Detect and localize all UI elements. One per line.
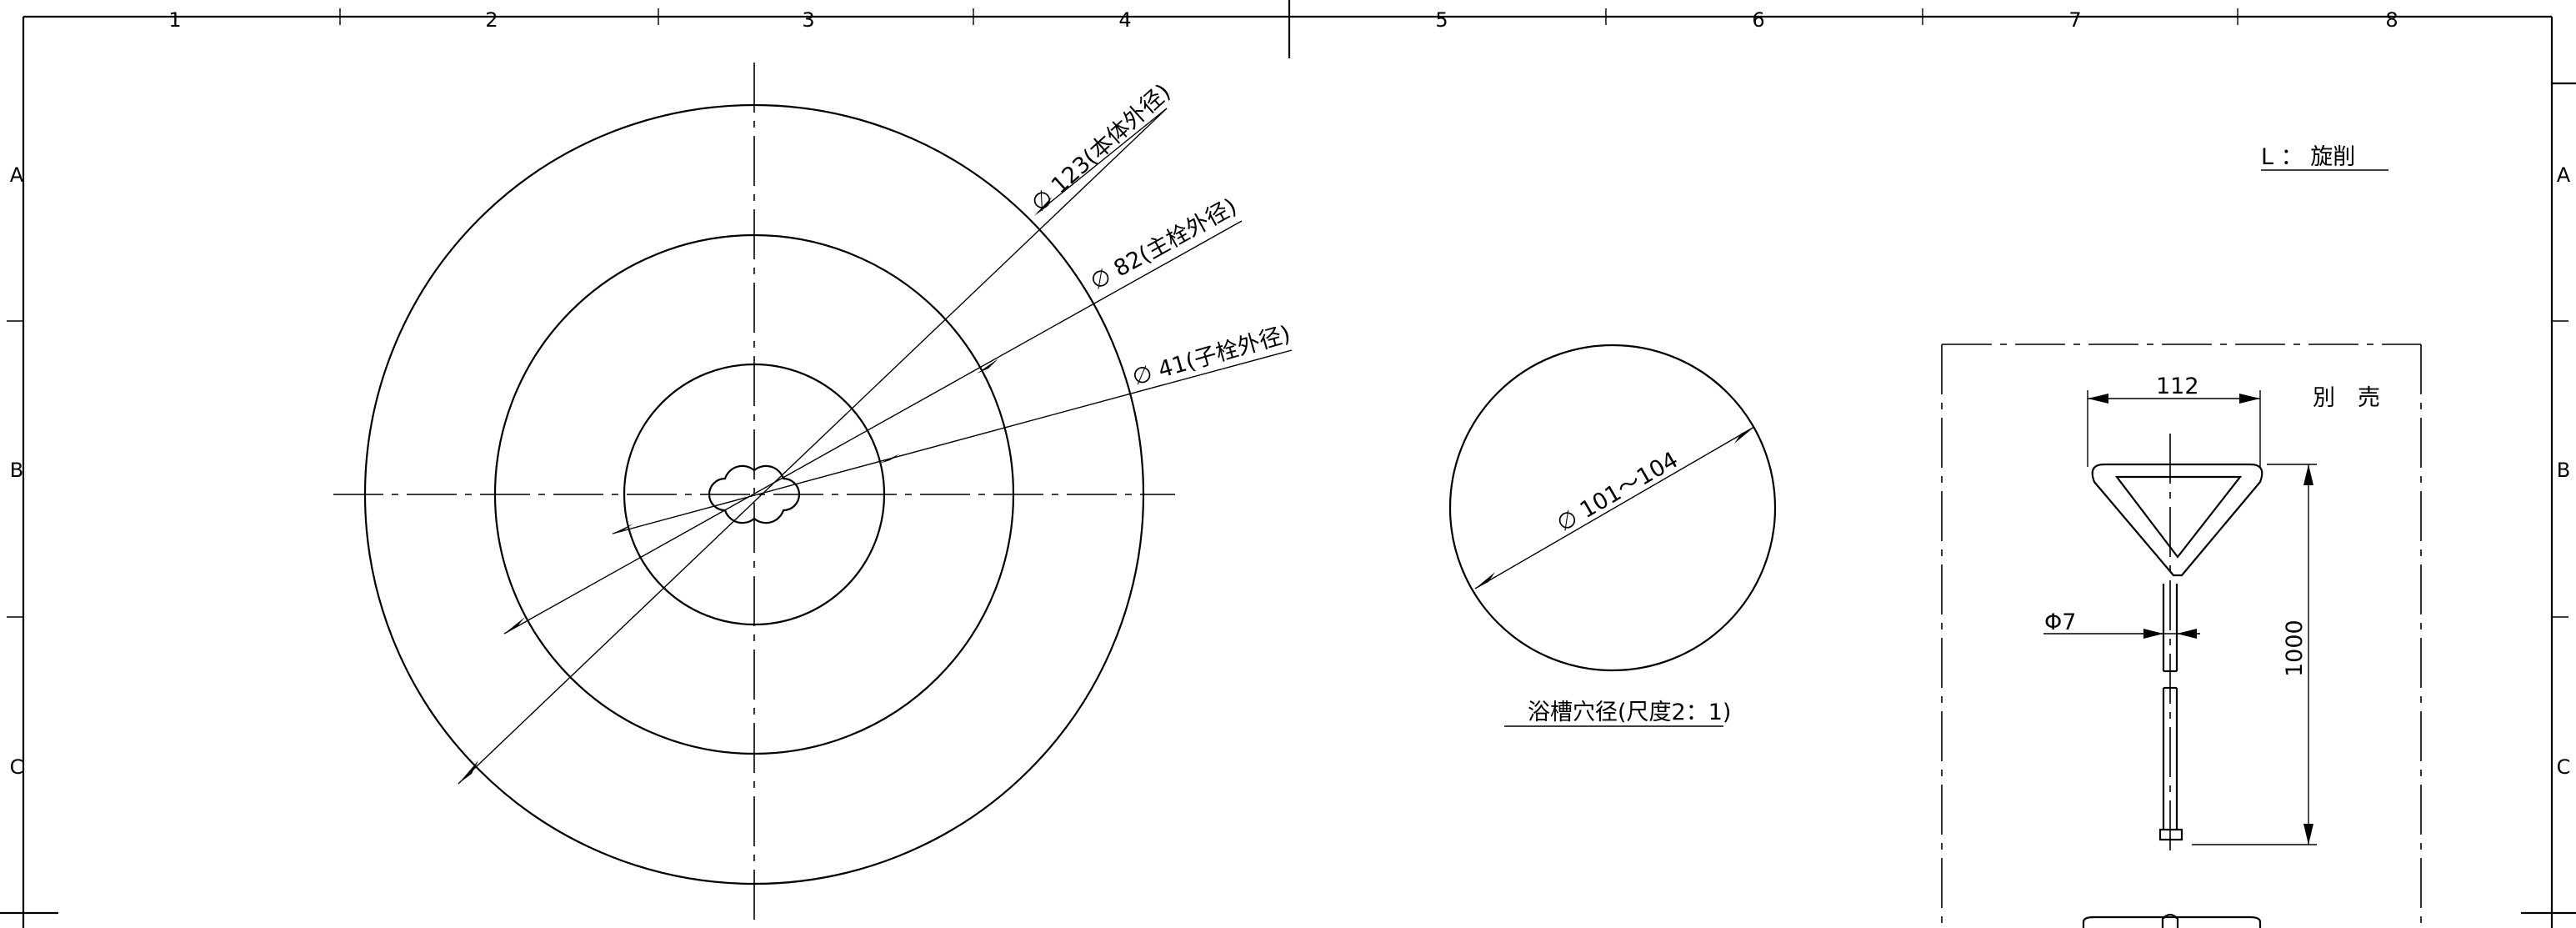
child-plug-circle <box>623 363 886 626</box>
zone-row-a-left: A <box>10 163 24 187</box>
dim-tool-length: 1000 <box>2282 620 2308 677</box>
zone-col-2: 2 <box>485 8 498 32</box>
bath-hole-caption: 浴槽穴径(尺度2：1) <box>1528 700 1731 725</box>
zone-col-7: 7 <box>2068 8 2081 32</box>
leader-main-plug-diameter <box>503 220 1243 635</box>
zone-col-5: 5 <box>1435 8 1448 32</box>
zone-col-8: 8 <box>2385 8 2398 32</box>
zone-row-c-right: C <box>2557 755 2571 779</box>
leader-body-diameter <box>458 108 1168 785</box>
leader-child-plug-diameter <box>612 349 1293 534</box>
dim-hole-diameter: ∅ 101～104 <box>1553 447 1683 537</box>
dim-tool-width: 112 <box>2156 374 2199 399</box>
zone-col-3: 3 <box>802 8 814 32</box>
plug-slot-outline <box>708 464 801 524</box>
bath-hole-circle <box>1448 344 1777 672</box>
zone-row-c-left: C <box>10 755 24 779</box>
bath-hole-view: ∅ 101～104 浴槽穴径(尺度2：1) <box>1448 344 1777 727</box>
zone-row-a-right: A <box>2557 163 2571 187</box>
zone-labels: 1 2 3 4 5 6 7 8 A B C A B C <box>10 8 2571 779</box>
tool-handle-outer <box>2091 463 2263 577</box>
turning-legend: L ： 旋削 <box>2261 144 2388 171</box>
zone-col-6: 6 <box>1752 8 1764 32</box>
zone-row-b-right: B <box>2557 459 2570 482</box>
sold-separately-label: 別 売 <box>2313 385 2380 411</box>
zone-row-b-left: B <box>10 459 23 482</box>
turning-legend-text: L ： 旋削 <box>2261 144 2355 170</box>
dim-main-plug-diameter: ∅ 82(主栓外径) <box>1086 193 1241 295</box>
body-outer-circle <box>363 103 1145 885</box>
dim-body-diameter: ∅ 123(本体外径) <box>1027 79 1176 217</box>
main-plug-circle <box>493 233 1015 755</box>
zone-col-1: 1 <box>168 8 181 32</box>
plug-tool-view: 別 売 112 1000 Φ7 <box>1941 344 2422 928</box>
top-view-concentric: ∅ 123(本体外径) ∅ 82(主栓外径) ∅ 41(子栓外径) <box>333 63 1293 928</box>
zone-col-4: 4 <box>1118 8 1131 32</box>
dim-tool-rod-diameter: Φ7 <box>2044 609 2076 635</box>
tool-handle-inner <box>2114 475 2243 559</box>
